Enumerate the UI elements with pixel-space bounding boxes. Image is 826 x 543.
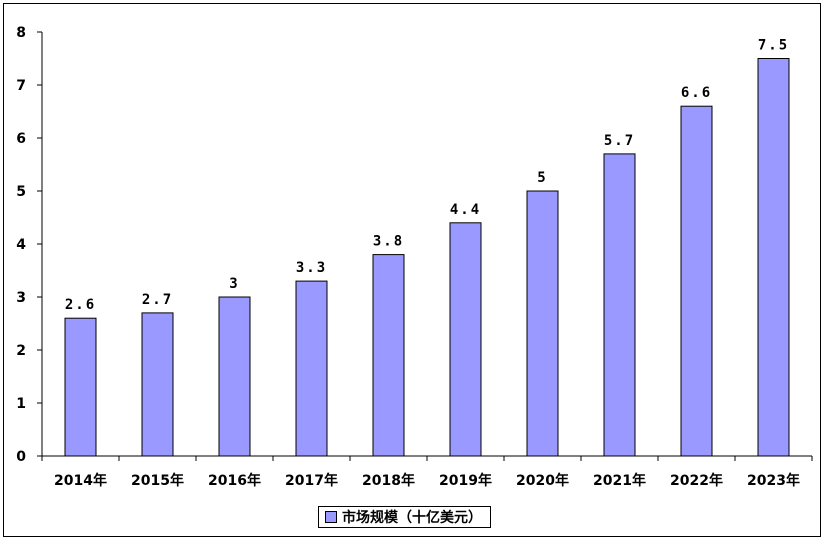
legend-label: 市场规模（十亿美元）: [342, 510, 482, 526]
y-tick-label: 6: [16, 131, 26, 147]
y-axis: 0 1 2 3 4 5 6 7 8: [16, 25, 43, 465]
x-tick-label: 2019年: [439, 472, 492, 489]
x-tick-label: 2022年: [670, 472, 723, 489]
y-tick-label: 7: [16, 78, 26, 94]
x-axis: 2014年 2015年 2016年 2017年 2018年 2019年 2020年 2021年…: [41, 455, 813, 489]
bar: [449, 222, 482, 457]
y-tick-label: 5: [16, 184, 26, 200]
data-label: 5: [537, 170, 547, 186]
legend-swatch: [325, 511, 337, 523]
data-labels: 2.6 2.7 3 3.3 3.8 4.4 5 5.7 6.6 7.5: [65, 38, 789, 314]
x-tick-label: 2017年: [285, 472, 338, 489]
data-label: 3.3: [296, 260, 327, 276]
x-tick-label: 2015年: [131, 472, 184, 489]
data-label: 3.8: [373, 234, 404, 250]
y-tick-label: 2: [16, 343, 26, 359]
data-label: 3: [229, 276, 239, 292]
bar: [372, 254, 405, 457]
y-tick-label: 8: [16, 25, 26, 41]
bar: [757, 58, 790, 457]
data-label: 5.7: [604, 133, 635, 149]
x-tick-label: 2023年: [747, 472, 800, 489]
data-label: 6.6: [681, 85, 712, 101]
bar: [64, 317, 97, 457]
bar: [603, 153, 636, 457]
y-tick-label: 1: [16, 396, 26, 412]
bars: [64, 58, 790, 457]
legend: 市场规模（十亿美元）: [318, 506, 491, 528]
bar: [680, 105, 713, 457]
bar: [526, 190, 559, 457]
data-label: 7.5: [758, 38, 789, 54]
y-tick-label: 0: [16, 449, 26, 465]
data-label: 4.4: [450, 202, 481, 218]
data-label: 2.7: [142, 292, 173, 308]
x-tick-label: 2016年: [208, 472, 261, 489]
data-label: 2.6: [65, 297, 96, 313]
y-tick-label: 4: [16, 237, 26, 253]
x-tick-label: 2020年: [516, 472, 569, 489]
bar: [295, 280, 328, 457]
x-tick-label: 2014年: [54, 472, 107, 489]
x-tick-label: 2018年: [362, 472, 415, 489]
y-tick-label: 3: [16, 290, 26, 306]
x-tick-label: 2021年: [593, 472, 646, 489]
bar: [141, 312, 174, 457]
bar: [218, 296, 251, 457]
